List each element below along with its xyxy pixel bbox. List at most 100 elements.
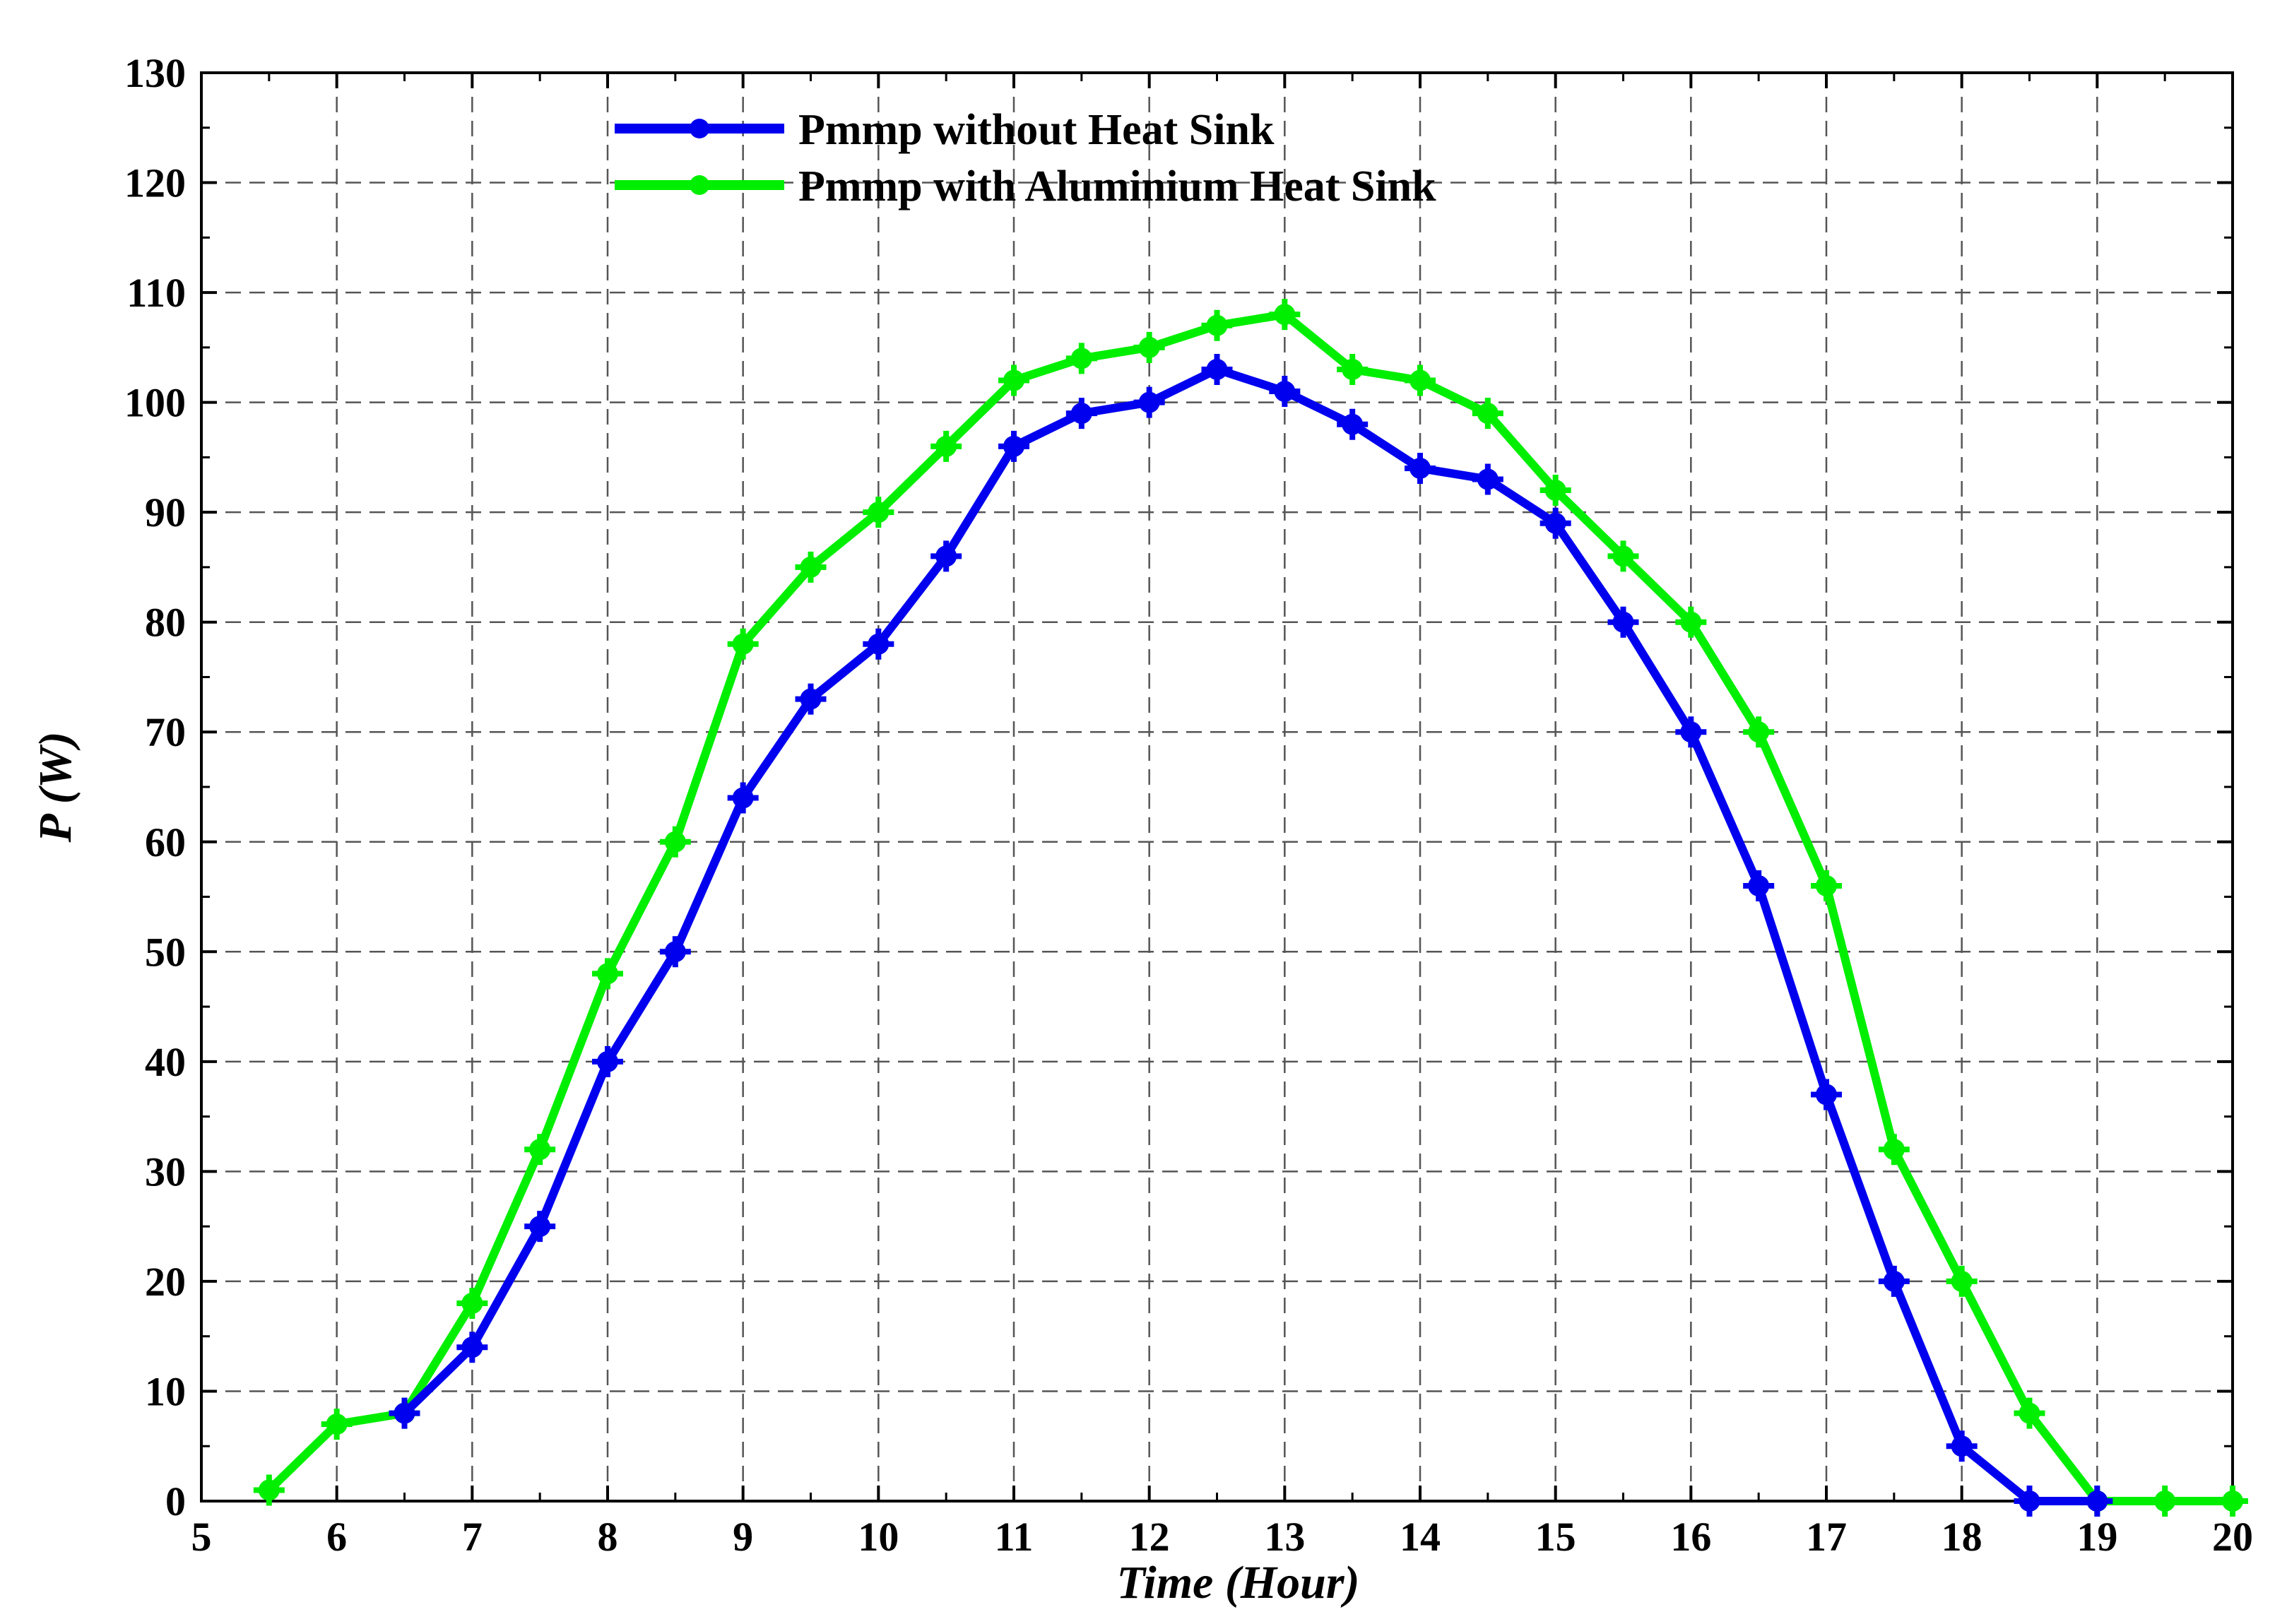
data-point <box>1472 398 1503 429</box>
data-point <box>1201 309 1233 341</box>
x-tick-label: 12 <box>1129 1514 1170 1560</box>
data-point <box>1607 606 1639 638</box>
data-point <box>524 1134 556 1166</box>
data-point <box>321 1409 353 1440</box>
data-point <box>1269 299 1301 331</box>
data-point <box>863 628 894 660</box>
x-tick-label: 19 <box>2076 1514 2117 1560</box>
legend: Pmmp without Heat Sink Pmmp with Alumini… <box>615 106 1436 211</box>
x-tick-label: 5 <box>191 1514 212 1560</box>
data-point <box>592 1045 623 1077</box>
axis-ticks <box>200 71 2234 1503</box>
legend-marker <box>690 119 709 138</box>
data-point <box>1065 343 1097 374</box>
data-point <box>389 1397 420 1429</box>
data-point <box>1540 475 1571 506</box>
data-point <box>1675 716 1707 748</box>
y-tick-label: 30 <box>145 1149 186 1195</box>
x-axis-label: Time (Hour) <box>1116 1557 1359 1608</box>
data-point <box>253 1474 285 1506</box>
data-point <box>2014 1397 2045 1429</box>
series-line <box>400 364 2102 1505</box>
data-point <box>930 540 962 572</box>
data-point <box>1133 331 1165 363</box>
data-point <box>456 1332 488 1363</box>
data-point <box>592 958 623 990</box>
data-point <box>1540 507 1571 539</box>
data-point <box>795 683 827 715</box>
y-tick-label: 20 <box>145 1259 186 1305</box>
series-line <box>264 310 2237 1505</box>
data-point <box>863 497 894 528</box>
data-point <box>930 430 962 462</box>
data-point <box>727 628 759 660</box>
x-tick-label: 8 <box>598 1514 618 1560</box>
x-tick-label: 6 <box>326 1514 347 1560</box>
legend-label: Pmmp with Aluminium Heat Sink <box>798 162 1436 211</box>
data-point <box>1405 452 1436 484</box>
x-tick-label: 13 <box>1264 1514 1305 1560</box>
x-tick-label: 15 <box>1535 1514 1576 1560</box>
x-tick-labels: 5 6 7 8 9 10 11 12 13 14 15 16 17 18 19 20 <box>191 1514 2254 1560</box>
y-tick-label: 110 <box>126 270 186 316</box>
series-group <box>253 299 2248 1517</box>
legend-label: Pmmp without Heat Sink <box>798 106 1275 154</box>
series-with-aluminium-heat-sink <box>253 299 2248 1517</box>
data-point <box>2014 1486 2045 1517</box>
y-tick-label: 130 <box>124 50 186 96</box>
data-point <box>1811 870 1842 901</box>
data-point <box>1269 376 1301 408</box>
x-tick-label: 7 <box>462 1514 483 1560</box>
y-tick-label: 60 <box>145 819 186 865</box>
x-tick-label: 20 <box>2212 1514 2253 1560</box>
y-tick-label: 100 <box>124 380 186 426</box>
y-tick-label: 50 <box>145 929 186 975</box>
data-point <box>1337 408 1369 440</box>
data-point <box>1405 364 1436 396</box>
series-without-heat-sink <box>389 353 2113 1517</box>
y-axis-label: P (W) <box>30 731 81 843</box>
legend-marker <box>690 175 709 195</box>
data-point <box>1133 386 1165 418</box>
data-point <box>1878 1134 1910 1166</box>
data-point <box>1337 353 1369 385</box>
y-tick-label: 40 <box>145 1039 186 1085</box>
x-tick-label: 17 <box>1806 1514 1847 1560</box>
data-point <box>659 826 691 858</box>
y-tick-label: 70 <box>145 709 186 755</box>
data-point <box>1946 1265 1978 1297</box>
data-point <box>727 782 759 814</box>
data-point <box>1743 716 1775 748</box>
x-tick-label: 16 <box>1670 1514 1711 1560</box>
data-point <box>1607 540 1639 572</box>
data-point <box>659 936 691 968</box>
data-point <box>998 430 1029 462</box>
y-tick-labels: 0 10 20 30 40 50 60 70 80 90 100 110 120 130 <box>124 50 186 1524</box>
y-tick-label: 120 <box>124 160 186 206</box>
data-point <box>524 1211 556 1243</box>
data-point <box>1675 606 1707 638</box>
y-tick-label: 80 <box>145 600 186 646</box>
x-tick-label: 10 <box>858 1514 899 1560</box>
data-point <box>1878 1265 1910 1297</box>
data-point <box>998 364 1029 396</box>
data-point <box>1472 463 1503 495</box>
data-point <box>2149 1486 2181 1517</box>
y-tick-label: 0 <box>165 1478 186 1524</box>
grid <box>201 73 2233 1501</box>
data-point <box>1811 1079 1842 1110</box>
data-point <box>456 1288 488 1320</box>
y-tick-label: 90 <box>145 490 186 535</box>
data-point <box>2081 1486 2113 1517</box>
x-tick-label: 18 <box>1942 1514 1982 1560</box>
x-tick-label: 9 <box>733 1514 753 1560</box>
x-tick-label: 14 <box>1400 1514 1441 1560</box>
data-point <box>1743 870 1775 901</box>
data-point <box>1201 353 1233 385</box>
data-point <box>1065 398 1097 429</box>
legend-item: Pmmp with Aluminium Heat Sink <box>615 162 1436 211</box>
x-tick-label: 11 <box>995 1514 1034 1560</box>
legend-item: Pmmp without Heat Sink <box>615 106 1275 154</box>
